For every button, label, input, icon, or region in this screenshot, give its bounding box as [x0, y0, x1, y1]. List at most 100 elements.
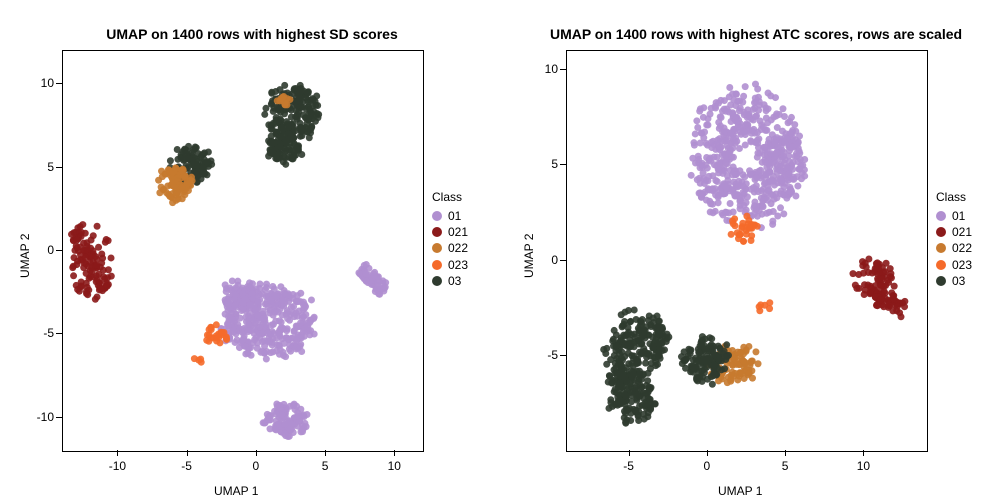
data-point: [879, 276, 886, 283]
data-point: [640, 332, 647, 339]
data-point: [894, 303, 901, 310]
data-point: [108, 254, 115, 261]
data-point: [94, 276, 101, 283]
data-point: [646, 384, 653, 391]
data-point: [192, 162, 199, 169]
data-point: [741, 173, 748, 180]
data-point: [752, 348, 759, 355]
data-point: [191, 355, 198, 362]
data-point: [167, 157, 174, 164]
right-legend: Class 0102102202303: [936, 190, 972, 289]
data-point: [786, 170, 793, 177]
data-point: [710, 154, 717, 161]
data-point: [290, 402, 297, 409]
right-xlabel: UMAP 1: [718, 484, 762, 498]
data-point: [777, 204, 784, 211]
data-point: [729, 217, 736, 224]
legend-label: 022: [952, 240, 972, 256]
data-point: [621, 374, 628, 381]
legend-item: 01: [936, 208, 972, 224]
data-point: [704, 121, 711, 128]
data-point: [739, 220, 746, 227]
data-point: [382, 284, 389, 291]
data-point: [242, 350, 249, 357]
data-point: [779, 105, 786, 112]
legend-label: 021: [448, 224, 468, 240]
data-point: [796, 148, 803, 155]
data-point: [723, 108, 730, 115]
data-point: [265, 137, 272, 144]
left-scatter: [63, 51, 423, 451]
data-point: [796, 133, 803, 140]
data-point: [104, 283, 111, 290]
legend-label: 023: [448, 257, 468, 273]
data-point: [761, 144, 768, 151]
data-point: [890, 296, 897, 303]
data-point: [622, 410, 629, 417]
data-point: [695, 153, 702, 160]
data-point: [270, 312, 277, 319]
data-point: [282, 353, 289, 360]
data-point: [635, 417, 642, 424]
data-point: [693, 117, 700, 124]
data-point: [727, 102, 734, 109]
data-point: [286, 96, 293, 103]
data-point: [861, 281, 868, 288]
data-point: [290, 134, 297, 141]
data-point: [205, 338, 212, 345]
y-tick: [560, 69, 566, 70]
data-point: [291, 327, 298, 334]
data-point: [697, 140, 704, 147]
data-point: [728, 153, 735, 160]
x-tick-label: -10: [109, 459, 126, 473]
data-point: [620, 332, 627, 339]
data-point: [261, 343, 268, 350]
legend-swatch-icon: [936, 260, 946, 270]
data-point: [701, 366, 708, 373]
figure: UMAP on 1400 rows with highest SD scores…: [0, 0, 1008, 504]
legend-item: 023: [936, 257, 972, 273]
data-point: [78, 282, 85, 289]
data-point: [705, 173, 712, 180]
legend-item: 022: [432, 240, 468, 256]
data-point: [625, 384, 632, 391]
legend-swatch-icon: [432, 227, 442, 237]
data-point: [84, 246, 91, 253]
data-point: [694, 176, 701, 183]
data-point: [608, 380, 615, 387]
data-point: [751, 198, 758, 205]
data-point: [70, 272, 77, 279]
data-point: [656, 318, 663, 325]
y-tick: [56, 83, 62, 84]
data-point: [738, 194, 745, 201]
data-point: [622, 340, 629, 347]
data-point: [286, 342, 293, 349]
data-point: [882, 295, 889, 302]
data-point: [613, 400, 620, 407]
data-point: [223, 288, 230, 295]
data-point: [263, 281, 270, 288]
right-plot-box: [566, 50, 928, 452]
data-point: [627, 318, 634, 325]
x-tick-label: -5: [181, 459, 192, 473]
data-point: [283, 311, 290, 318]
data-point: [762, 159, 769, 166]
data-point: [712, 177, 719, 184]
data-point: [276, 86, 283, 93]
legend-item: 021: [936, 224, 972, 240]
data-point: [655, 331, 662, 338]
data-point: [785, 119, 792, 126]
data-point: [794, 183, 801, 190]
data-point: [709, 201, 716, 208]
data-point: [789, 144, 796, 151]
data-point: [295, 298, 302, 305]
y-tick: [56, 417, 62, 418]
data-point: [178, 166, 185, 173]
legend-label: 01: [448, 208, 461, 224]
data-point: [896, 309, 903, 316]
data-point: [295, 92, 302, 99]
data-point: [790, 176, 797, 183]
data-point: [257, 349, 264, 356]
data-point: [721, 365, 728, 372]
y-tick-label: 5: [534, 157, 558, 171]
